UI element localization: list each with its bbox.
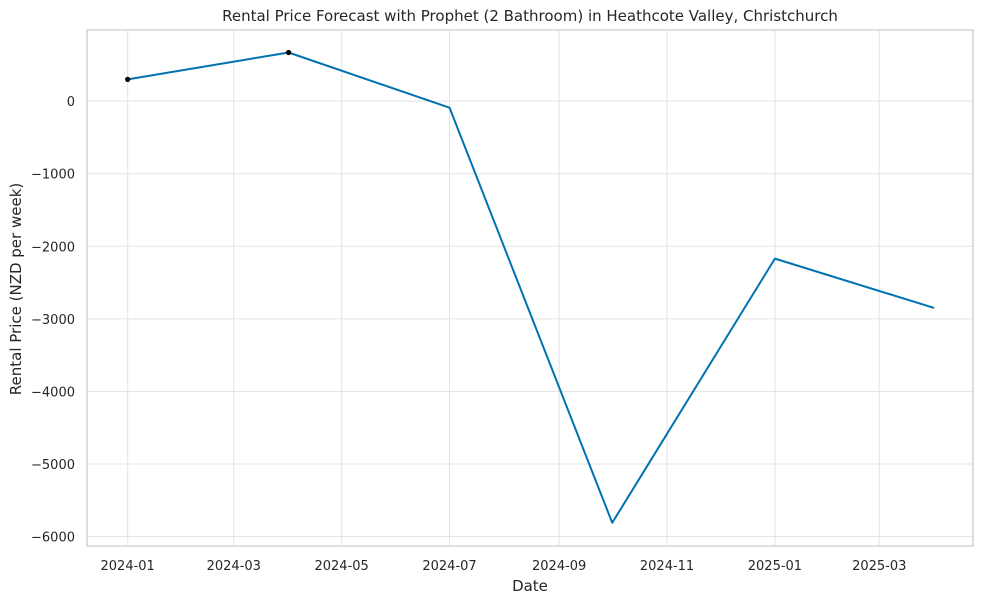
y-tick-label: −5000 [31,458,75,473]
plot-background [87,30,973,546]
x-tick-label: 2025-01 [748,559,802,574]
observed-points-layer [125,49,292,82]
observed-point [286,49,292,56]
y-tick-label: −3000 [31,313,75,328]
y-tick-label: −6000 [31,531,75,546]
x-tick-label: 2024-05 [314,559,368,574]
chart-title: Rental Price Forecast with Prophet (2 Ba… [222,7,838,25]
x-tick-label: 2024-03 [207,559,261,574]
series-layer [127,51,935,524]
x-tick-label: 2024-01 [101,559,155,574]
x-axis: 2024-01 2024-03 2024-05 2024-07 2024-09 2024-… [101,559,907,574]
y-tick-label: −2000 [31,240,75,255]
x-tick-label: 2024-07 [422,559,476,574]
y-axis: 0 −1000 −2000 −3000 −4000 −5000 −6000 [31,95,75,545]
y-tick-label: −4000 [31,385,75,400]
grid-lines [87,30,973,546]
forecast-line [127,51,935,524]
x-tick-label: 2024-09 [532,559,586,574]
x-axis-title: Date [512,577,548,595]
x-tick-label: 2024-11 [640,559,694,574]
x-tick-label: 2025-03 [852,559,906,574]
y-axis-title: Rental Price (NZD per week) [7,183,25,395]
plot-frame [86,29,974,547]
observed-point [125,76,131,82]
y-tick-label: 0 [67,95,75,110]
y-tick-label: −1000 [31,168,75,183]
plot-area [86,29,974,547]
